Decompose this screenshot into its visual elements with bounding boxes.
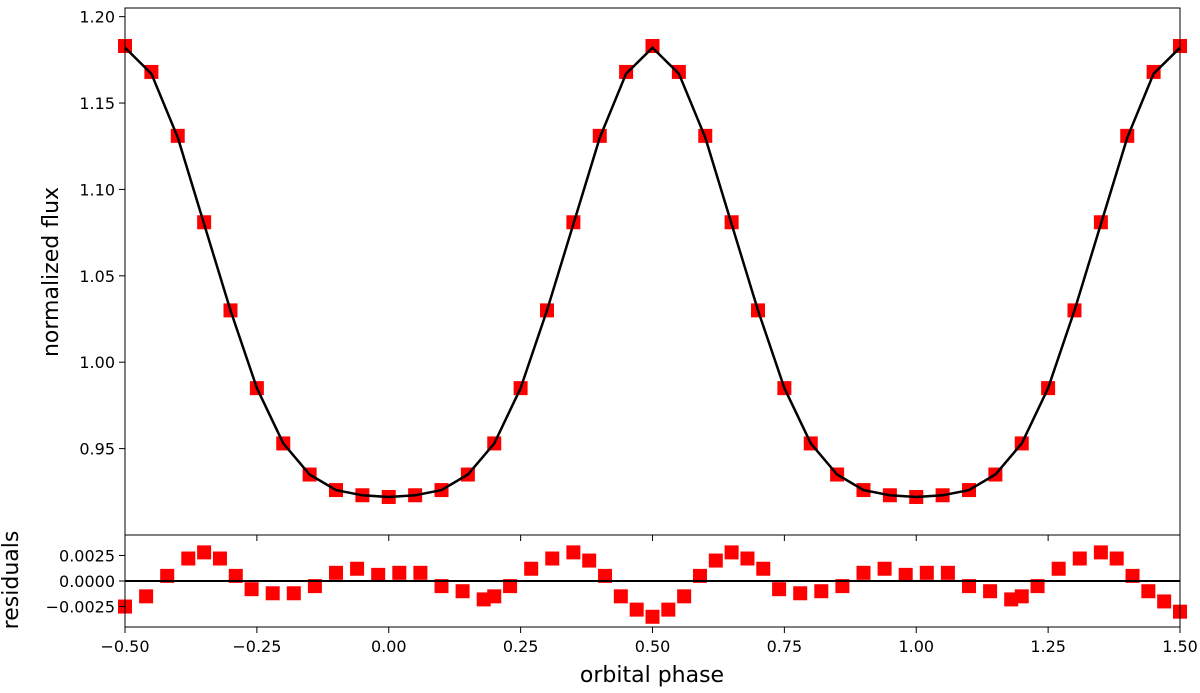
flux-x-ticks [124,535,1181,541]
flux-y-tick-label: 1.20 [79,8,115,27]
flux-panel-frame [124,7,1181,536]
residual-data-point [877,561,892,576]
residual-data-point [228,568,243,583]
residual-data-point [1141,584,1156,599]
residual-data-point [181,551,196,566]
residual-data-point [756,561,771,576]
residual-data-point [940,565,955,580]
x-tick-label: 0.50 [635,637,671,656]
residual-data-point [329,565,343,580]
residual-data-point [814,584,829,599]
residual-y-tick-label: 0.0000 [59,572,115,591]
residual-data-point [350,561,365,576]
flux-y-tick-label: 0.95 [79,440,115,459]
residual-data-point [629,602,644,617]
residual-y-tick-label: 0.0025 [59,546,115,565]
residual-data-point [1004,592,1019,607]
flux-y-ticks: 0.95 1.00 1.05 1.10 1.15 1.20 [79,8,125,459]
x-tick-label: 0.00 [371,637,407,656]
residual-data-point [645,609,660,624]
residual-y-tick-label: −0.0025 [46,598,115,617]
residual-data-point [487,589,502,604]
x-tick-label: 0.25 [503,637,539,656]
residual-data-point [793,586,808,601]
residual-data-point [371,567,386,582]
residual-data-point [962,579,976,594]
x-tick-label: −0.50 [100,637,149,656]
residual-data-point [661,602,676,617]
flux-y-tick-label: 1.10 [79,180,115,199]
residual-data-point [708,553,723,568]
residual-data-point [898,567,913,582]
residual-y-ticks: −0.0025 0.0000 0.0025 [46,546,125,617]
residual-points-layer [118,545,1187,624]
residual-data-point [919,565,934,580]
residual-data-point [286,586,301,601]
residual-data-point [160,568,175,583]
x-axis-label: orbital phase [580,663,724,688]
residual-data-point [434,579,449,594]
residual-y-axis-label: residuals [0,531,24,630]
residual-data-point [139,589,154,604]
residual-data-point [1030,579,1045,594]
residual-data-point [545,551,560,566]
residual-data-point [524,561,539,576]
residual-data-point [392,565,407,580]
x-tick-label: 1.00 [898,637,934,656]
residual-data-point [582,553,597,568]
residual-data-point [740,551,755,566]
residual-data-point [598,568,613,583]
residual-data-point [503,579,518,594]
residual-data-point [677,589,692,604]
residual-data-point [566,545,581,560]
flux-y-tick-label: 1.05 [79,267,115,286]
residual-data-point [856,565,871,580]
model-curve [124,45,1181,499]
residual-data-point [1109,551,1124,566]
flux-y-tick-label: 1.00 [79,353,115,372]
residual-data-point [1125,568,1140,583]
residual-data-point [772,582,787,597]
residual-data-point [1093,545,1108,560]
residual-data-point [692,568,707,583]
residual-data-point [1072,551,1087,566]
residual-data-point [265,586,280,601]
residual-data-point [212,551,227,566]
residual-data-point [307,579,322,594]
residual-data-point [1051,561,1066,576]
residual-data-point [613,589,628,604]
flux-panel: 0.95 1.00 1.05 1.10 1.15 1.20 normalized flux [39,7,1187,541]
residual-x-ticks: −0.50 −0.25 0.00 0.25 0.50 0.75 1.00 1.25 1.50 [100,627,1198,656]
residuals-panel: −0.0025 0.0000 0.0025 −0.50 −0.25 0.00 0.25 0.… [0,531,1198,688]
residual-data-point [476,592,491,607]
x-tick-label: 1.50 [1162,637,1198,656]
residual-data-point [1014,589,1029,604]
residual-data-point [724,545,739,560]
residual-data-point [983,584,998,599]
model-curve-layer [124,45,1181,499]
x-tick-label: 0.75 [767,637,803,656]
x-tick-label: 1.25 [1030,637,1066,656]
flux-y-tick-label: 1.15 [79,94,115,113]
flux-y-axis-label: normalized flux [39,187,64,357]
residual-data-point [835,579,850,594]
residual-data-point [1157,594,1172,609]
residual-data-point [455,584,470,599]
residual-data-point [244,582,259,597]
residual-data-point [413,565,428,580]
x-tick-label: −0.25 [232,637,281,656]
residual-data-point [197,545,212,560]
